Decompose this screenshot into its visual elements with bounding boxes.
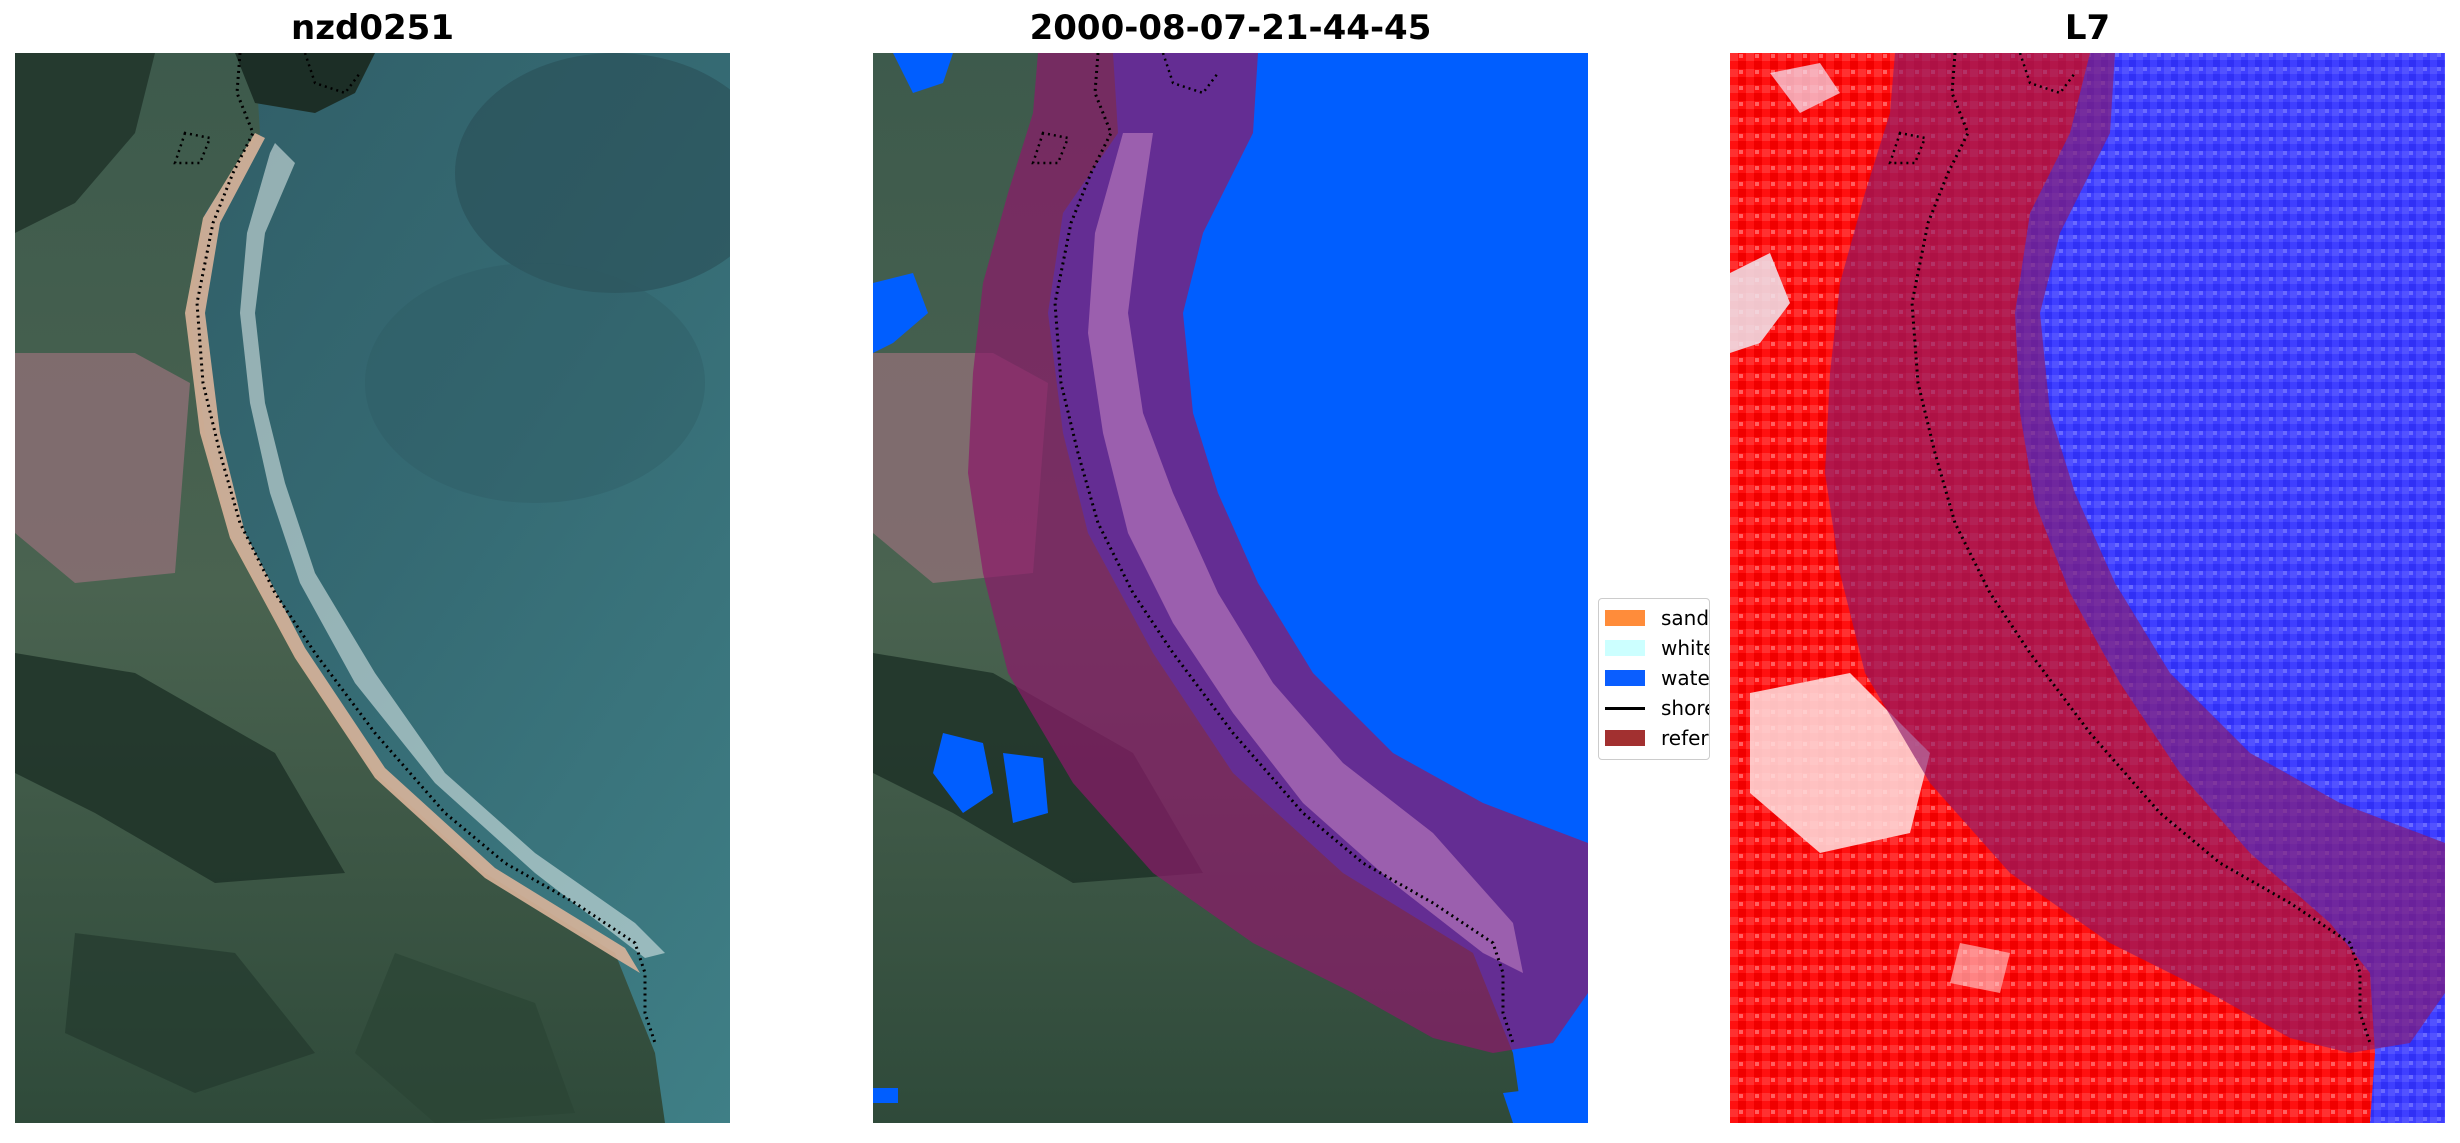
index-panel [1730, 53, 2445, 1123]
shoreline [195, 53, 657, 1044]
classification-image [873, 53, 1588, 1123]
water-swatch [1605, 670, 1645, 686]
legend-item-whitewater: whitew [1605, 635, 1709, 661]
legend-label-whitewater: whitew [1661, 636, 1709, 660]
shoreline-line-swatch [1605, 706, 1645, 710]
panel-title-classification: 2000-08-07-21-44-45 [1029, 8, 1432, 48]
legend: sand whitew water shorel referen [1598, 598, 1710, 760]
legend-item-water: water [1605, 665, 1710, 691]
rgb-image [15, 53, 730, 1123]
legend-label-sand: sand [1661, 606, 1710, 630]
legend-item-shoreline: shorel [1605, 695, 1709, 721]
legend-label-water: water [1661, 666, 1710, 690]
legend-label-shoreline: shorel [1661, 696, 1709, 720]
reference-swatch [1605, 730, 1645, 746]
whitewater-swatch [1605, 640, 1645, 656]
classification-panel [873, 53, 1588, 1123]
legend-item-sand: sand [1605, 605, 1709, 631]
panel-title-index: L7 [2064, 8, 2111, 48]
sand-swatch [1605, 610, 1645, 626]
index-image [1730, 53, 2445, 1123]
rgb-image-panel [15, 53, 730, 1123]
legend-item-reference: referen [1605, 725, 1709, 751]
panel-title-rgb: nzd0251 [291, 8, 454, 48]
legend-label-reference: referen [1661, 726, 1709, 750]
